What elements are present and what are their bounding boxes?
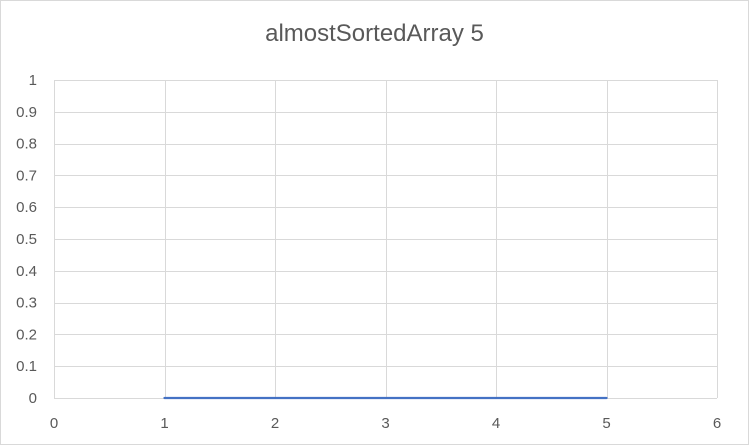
y-tick-label: 0.5 [16, 231, 37, 248]
data-point [606, 397, 608, 399]
x-tick-label: 1 [160, 415, 168, 432]
data-point [274, 397, 276, 399]
x-tick-label: 3 [381, 415, 389, 432]
y-tick-label: 0.9 [16, 104, 37, 121]
x-tick-label: 6 [713, 415, 721, 432]
y-tick-label: 0.2 [16, 326, 37, 343]
x-tick-label: 5 [602, 415, 610, 432]
y-tick-label: 0 [29, 390, 37, 407]
x-tick-label: 0 [50, 415, 58, 432]
y-tick-label: 0.6 [16, 199, 37, 216]
data-point [385, 397, 387, 399]
x-axis-tick-labels: 0 1 2 3 4 5 6 [50, 415, 721, 432]
x-tick-label: 2 [271, 415, 279, 432]
y-tick-label: 0.3 [16, 295, 37, 312]
y-tick-label: 0.1 [16, 358, 37, 375]
y-tick-label: 0.8 [16, 136, 37, 153]
y-axis-tick-labels: 0 0.1 0.2 0.3 0.4 0.5 0.6 0.7 0.8 0.9 1 [16, 72, 37, 407]
y-tick-label: 1 [29, 72, 37, 89]
y-tick-label: 0.4 [16, 263, 37, 280]
series-layer [163, 396, 608, 400]
x-tick-label: 4 [492, 415, 500, 432]
grid-lines [54, 80, 718, 398]
y-tick-label: 0.7 [16, 167, 37, 184]
chart-title: almostSortedArray 5 [265, 20, 484, 47]
data-point [495, 397, 497, 399]
data-point [164, 397, 166, 399]
